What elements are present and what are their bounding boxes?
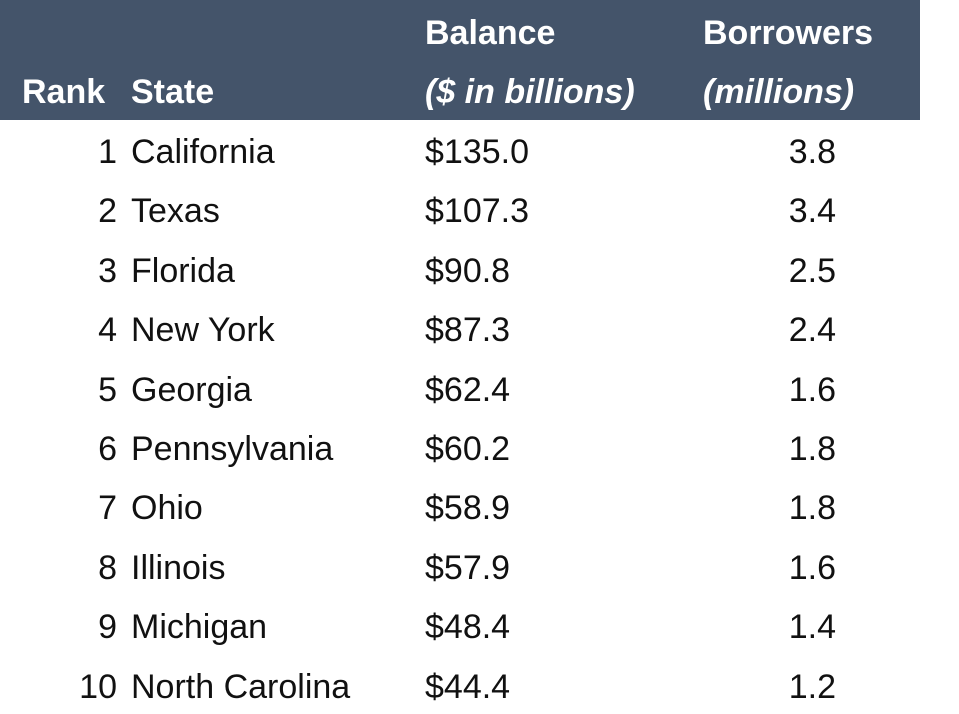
- balance-cell: $90.8: [425, 251, 511, 290]
- balance-cell: $57.9: [425, 548, 511, 587]
- state-cell: Ohio: [131, 489, 203, 528]
- header-balance: Balance: [425, 14, 556, 52]
- borrowers-cell: 1.8: [788, 430, 836, 468]
- borrowers-cell: 1.8: [788, 489, 836, 528]
- borrowers-cell: 1.6: [788, 370, 836, 409]
- borrowers-cell: 2.5: [788, 251, 836, 290]
- balance-cell: $58.9: [425, 489, 511, 528]
- state-cell: Texas: [131, 192, 220, 231]
- state-cell: California: [131, 133, 275, 171]
- balance-cell: $48.4: [425, 608, 511, 647]
- state-cell: North Carolina: [131, 667, 351, 706]
- rank-cell: 3: [98, 251, 117, 290]
- balance-cell: $62.4: [425, 370, 511, 409]
- rank-cell: 5: [98, 370, 117, 409]
- header-borrowers-unit: (millions): [703, 73, 855, 111]
- balance-cell: $44.4: [425, 667, 511, 706]
- balance-cell: $107.3: [425, 192, 529, 231]
- rank-cell: 2: [98, 192, 117, 231]
- borrowers-cell: 3.4: [788, 192, 836, 231]
- state-cell: Florida: [131, 251, 235, 290]
- balance-cell: $60.2: [425, 430, 511, 468]
- rank-cell: 8: [98, 548, 117, 587]
- header-state: State: [131, 73, 215, 111]
- borrowers-cell: 1.2: [788, 667, 836, 706]
- borrowers-cell: 3.8: [788, 133, 836, 171]
- header-rank: Rank: [22, 73, 106, 111]
- rank-cell: 7: [98, 489, 117, 528]
- header-balance-unit: ($ in billions): [425, 73, 635, 111]
- balance-cell: $87.3: [425, 311, 511, 350]
- state-cell: Georgia: [131, 370, 252, 409]
- borrowers-cell: 1.4: [788, 608, 836, 647]
- rank-cell: 4: [98, 311, 117, 350]
- rank-cell: 1: [98, 133, 117, 171]
- state-cell: Michigan: [131, 608, 268, 647]
- header-borrowers: Borrowers: [703, 14, 874, 52]
- state-cell: New York: [131, 311, 275, 350]
- state-cell: Illinois: [131, 548, 226, 587]
- borrowers-cell: 2.4: [788, 311, 836, 350]
- borrowers-cell: 1.6: [788, 548, 836, 587]
- balance-cell: $135.0: [425, 133, 529, 171]
- state-cell: Pennsylvania: [131, 430, 334, 468]
- header-band: Rank State Balance ($ in billions) Borro…: [0, 0, 920, 120]
- rank-cell: 6: [98, 430, 117, 468]
- rank-cell: 10: [79, 667, 117, 706]
- rank-cell: 9: [98, 608, 117, 647]
